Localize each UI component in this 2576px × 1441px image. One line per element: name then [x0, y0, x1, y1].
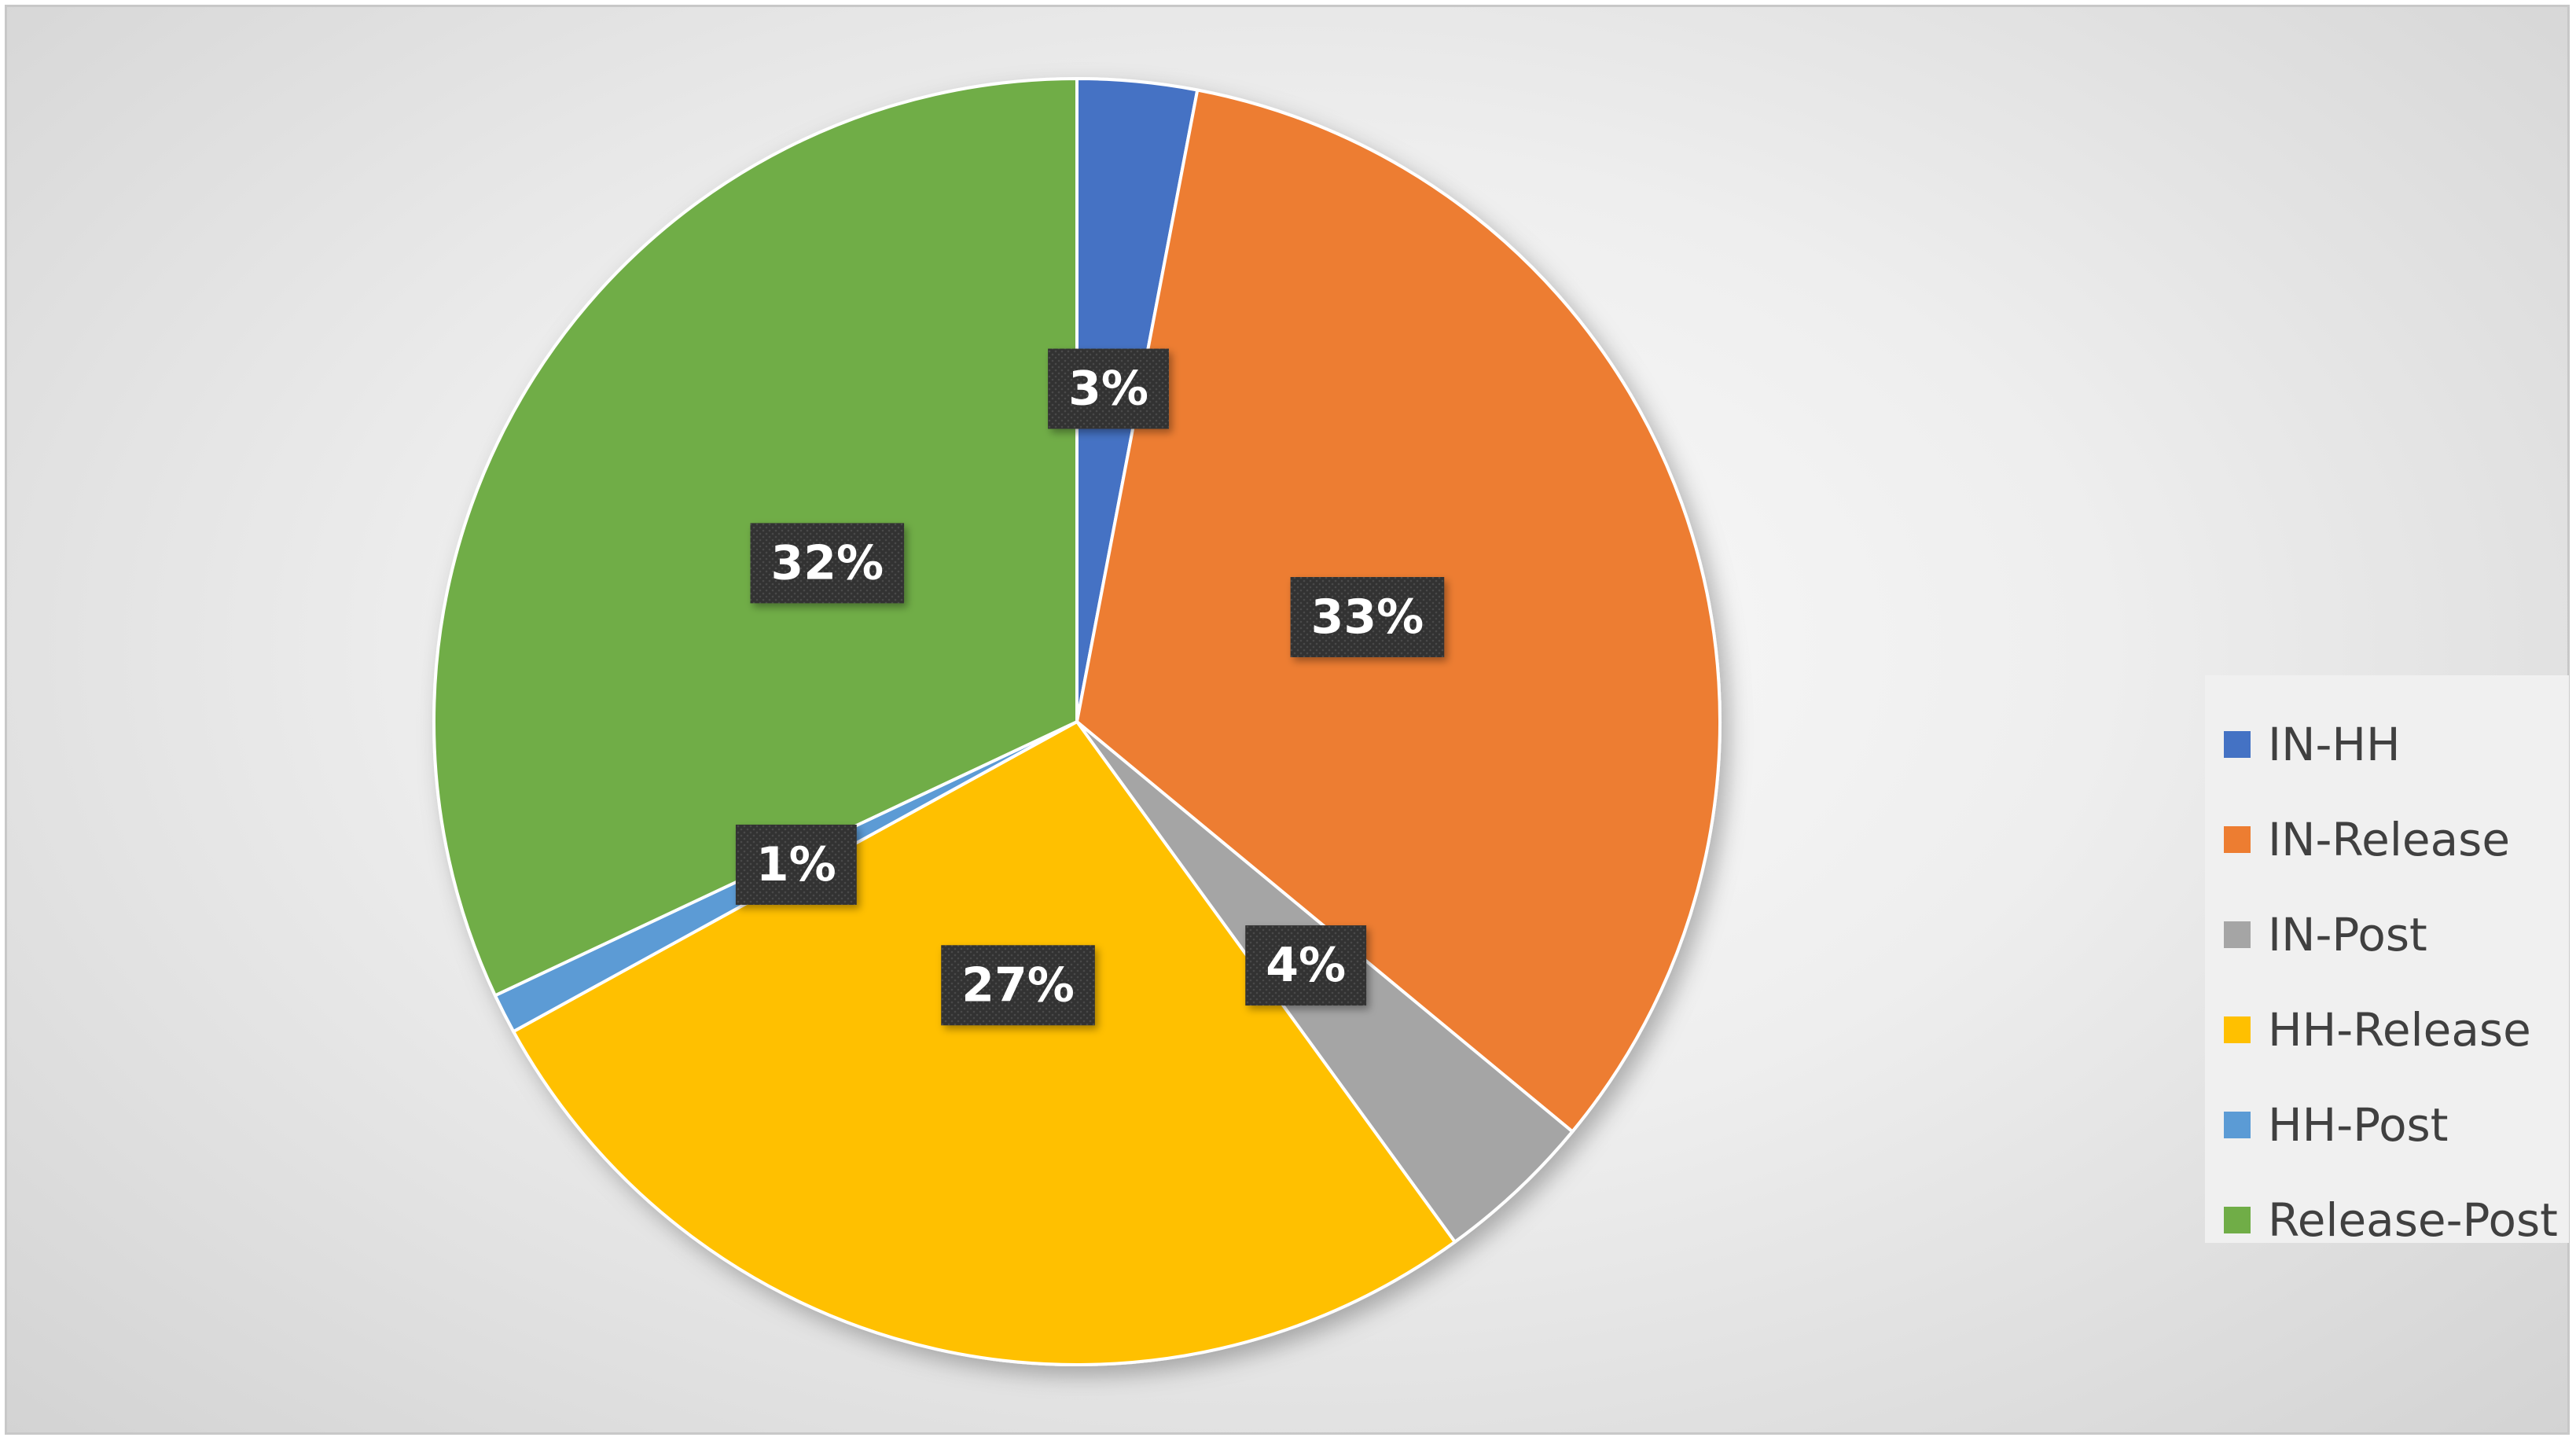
data-label-text: 33% [1311, 590, 1424, 645]
data-label-box [1290, 576, 1445, 657]
data-label-box [1245, 925, 1367, 1006]
legend-swatch [2224, 825, 2251, 853]
legend-label: HH-Post [2268, 1097, 2449, 1152]
data-label-hh-post: 1% [735, 824, 857, 905]
legend-swatch [2224, 730, 2251, 758]
legend-swatch [2224, 1206, 2251, 1233]
data-label-text: 4% [1266, 938, 1346, 993]
data-label-hh-release: 27% [941, 945, 1095, 1026]
data-label-box [941, 945, 1095, 1026]
legend-label: IN-Post [2268, 907, 2427, 961]
legend-label: IN-Release [2268, 812, 2511, 866]
legend-swatch [2224, 921, 2251, 948]
data-label-text: 1% [756, 837, 836, 892]
legend-item: Release-Post [2205, 1172, 2569, 1267]
data-label-in-hh: 3% [1048, 348, 1169, 429]
legend-item: IN-HH [2205, 697, 2569, 792]
legend-item: HH-Post [2205, 1077, 2569, 1172]
legend-item: HH-Release [2205, 982, 2569, 1077]
pie-slice-hh-release [512, 720, 1457, 1366]
legend-item: IN-Post [2205, 887, 2569, 982]
pie-chart: 3% 33% 4% 27% 1% 32% [432, 77, 1722, 1366]
data-label-box [750, 523, 905, 604]
legend-label: IN-HH [2268, 717, 2401, 771]
legend-swatch [2224, 1016, 2251, 1043]
legend: IN-HH IN-Release IN-Post HH-Release HH-Post R… [2205, 675, 2569, 1247]
data-label-in-post: 4% [1245, 925, 1367, 1006]
legend-label: HH-Release [2268, 1002, 2531, 1057]
chart-area: 3% 33% 4% 27% 1% 32% IN-HH IN-Release IN-Post HH… [5, 5, 2570, 1435]
data-label-box [735, 824, 857, 905]
data-label-text: 27% [961, 958, 1075, 1013]
data-label-in-release: 33% [1290, 576, 1445, 657]
legend-label: Release-Post [2268, 1193, 2558, 1247]
legend-item: IN-Release [2205, 792, 2569, 887]
pie-slices [432, 77, 1722, 1366]
legend-swatch [2224, 1111, 2251, 1138]
data-label-box [1048, 348, 1169, 429]
pie-data-labels: 3% 33% 4% 27% 1% 32% [735, 348, 1445, 1026]
data-label-release-post: 32% [750, 523, 905, 604]
data-label-text: 32% [770, 535, 884, 590]
data-label-text: 3% [1068, 362, 1148, 417]
